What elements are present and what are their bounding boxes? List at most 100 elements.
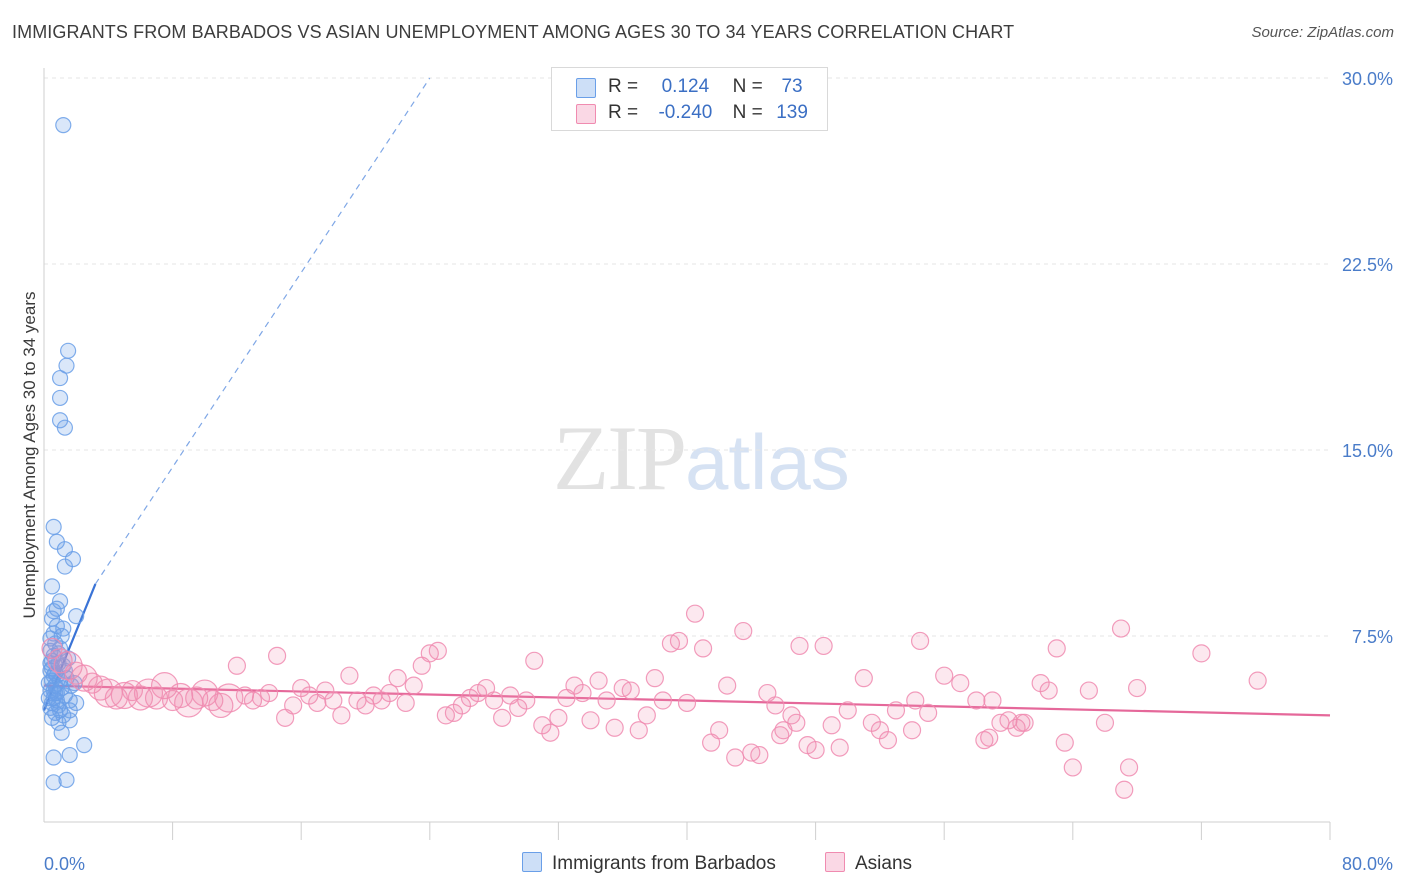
point-barbados — [51, 702, 69, 719]
r-label: R = — [608, 102, 639, 123]
watermark: ZIPatlas — [553, 405, 850, 511]
point-asians — [951, 674, 970, 693]
point-asians — [589, 671, 608, 690]
point-asians — [284, 696, 303, 715]
point-asians — [621, 681, 640, 700]
point-asians — [549, 708, 568, 727]
legend-text-asians: R = -0.240 N = 139 — [608, 102, 816, 124]
point-asians — [581, 711, 600, 730]
bottom-legend-label-asians: Asians — [855, 853, 913, 874]
point-asians — [919, 703, 938, 722]
point-asians — [428, 641, 447, 660]
point-barbados — [60, 342, 77, 359]
point-asians — [838, 701, 857, 720]
point-barbados — [55, 620, 72, 637]
point-asians — [726, 748, 745, 767]
point-asians — [324, 691, 343, 710]
trend-line-barbados-extension — [94, 77, 431, 585]
point-asians — [975, 731, 994, 750]
point-asians — [1115, 780, 1134, 799]
point-asians — [1095, 713, 1115, 732]
point-asians — [653, 691, 672, 710]
series-asians-points — [41, 604, 1267, 799]
bottom-legend-swatch-barbados — [522, 852, 542, 872]
point-asians — [902, 721, 922, 740]
legend-text-barbados: R = 0.124 N = 73 — [608, 76, 816, 98]
point-asians — [162, 689, 184, 712]
bottom-legend-barbados: Immigrants from Barbados — [522, 852, 776, 875]
point-asians — [806, 740, 825, 760]
point-asians — [669, 631, 689, 651]
point-asians — [493, 708, 512, 727]
point-asians — [693, 639, 713, 658]
point-asians — [121, 679, 144, 702]
series-barbados-points — [40, 117, 93, 791]
point-asians — [645, 669, 664, 688]
point-asians — [637, 706, 656, 725]
point-asians — [227, 656, 246, 675]
point-asians — [629, 721, 648, 740]
point-asians — [750, 745, 769, 765]
point-asians — [214, 683, 244, 713]
point-asians — [910, 631, 930, 651]
point-asians — [267, 646, 287, 665]
legend-swatch-asians — [576, 104, 596, 124]
point-asians — [886, 701, 906, 720]
point-asians — [935, 666, 954, 685]
point-asians — [814, 636, 833, 656]
point-asians — [1055, 733, 1074, 752]
point-asians — [1127, 678, 1147, 698]
bottom-legend-label-barbados: Immigrants from Barbados — [552, 853, 776, 874]
point-asians — [906, 691, 925, 710]
point-asians — [822, 716, 841, 735]
y-tick-label: 30.0% — [1342, 69, 1393, 89]
grid-lines — [44, 77, 1330, 637]
point-asians — [541, 723, 560, 742]
point-asians — [525, 651, 544, 670]
point-barbados — [61, 746, 78, 764]
r-value-asians: -0.240 — [658, 102, 713, 123]
point-asians — [677, 693, 697, 713]
n-label: N = — [732, 76, 763, 97]
point-asians — [605, 718, 624, 737]
point-asians — [980, 728, 999, 747]
trend-lines — [42, 77, 1331, 717]
point-asians — [485, 691, 504, 710]
y-tick-label: 15.0% — [1342, 441, 1393, 461]
point-asians — [854, 669, 873, 688]
point-barbados — [56, 558, 73, 575]
watermark-zip: ZIP — [553, 407, 687, 509]
point-barbados — [50, 714, 67, 731]
point-barbados — [45, 749, 62, 766]
bottom-legend-asians: Asians — [825, 852, 912, 875]
n-label: N = — [732, 102, 763, 123]
point-asians — [790, 636, 809, 656]
point-asians — [340, 666, 359, 685]
point-barbados — [45, 774, 62, 791]
data-points — [40, 117, 1267, 799]
point-asians — [597, 691, 616, 710]
point-asians — [81, 672, 103, 694]
correlation-legend: R = 0.124 N = 73 R = -0.240 N = 139 — [551, 67, 828, 131]
point-asians — [734, 621, 753, 641]
x-tick-label: 80.0% — [1342, 854, 1393, 874]
point-barbados — [47, 684, 64, 702]
r-label: R = — [608, 76, 639, 97]
watermark-atlas: atlas — [685, 418, 850, 506]
point-barbados — [40, 689, 57, 707]
point-asians — [380, 683, 399, 703]
r-value-barbados: 0.124 — [661, 76, 710, 97]
point-asians — [104, 686, 128, 710]
chart-title: IMMIGRANTS FROM BARBADOS VS ASIAN UNEMPL… — [12, 22, 1015, 42]
point-asians — [1111, 619, 1131, 638]
point-asians — [133, 678, 164, 708]
point-asians — [685, 604, 705, 623]
point-barbados — [55, 117, 72, 134]
point-asians — [771, 726, 790, 745]
point-asians — [1039, 681, 1058, 700]
point-asians — [1063, 758, 1082, 777]
point-barbados — [51, 369, 69, 387]
source-label: Source: ZipAtlas.com — [1251, 24, 1394, 41]
y-axis-label: Unemployment Among Ages 30 to 34 years — [20, 291, 39, 619]
